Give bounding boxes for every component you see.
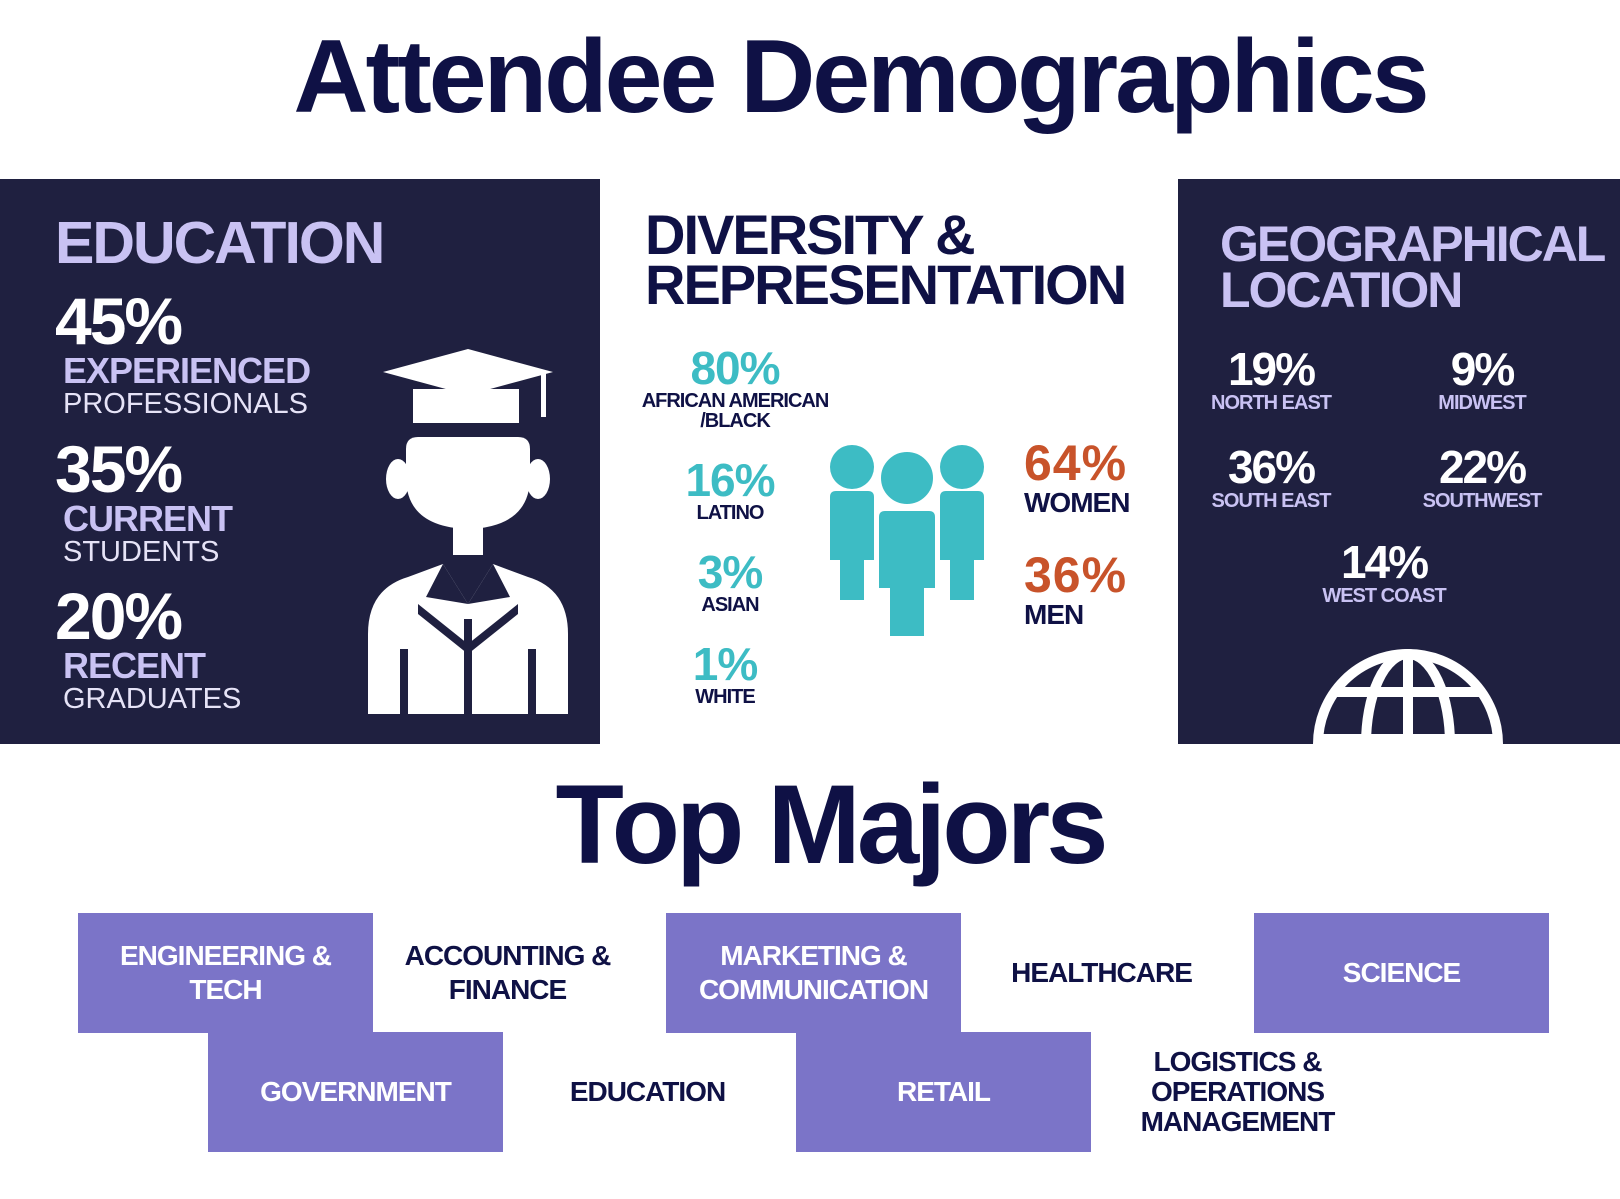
stat-label: CURRENT [63, 498, 233, 539]
page-title: Attendee Demographics [293, 19, 1429, 135]
stat-label: MIDWEST [1438, 392, 1526, 414]
education-stat-current: 35% CURRENT STUDENTS [55, 432, 233, 568]
stat-label: SOUTH EAST [1211, 490, 1332, 512]
stat-label: MEN [1024, 599, 1084, 630]
ethnicity-stat-white: 1% WHITE [660, 641, 790, 707]
globe-icon [1313, 649, 1503, 744]
geography-panel: GEOGRAPHICAL LOCATION 19% NORTH EAST 9% … [1178, 179, 1620, 744]
stat-percent: 80% [690, 342, 780, 394]
stat-label: AFRICAN AMERICAN [641, 390, 830, 412]
stat-label: WHITE [695, 686, 755, 708]
stat-percent: 19% [1227, 343, 1316, 395]
major-label-line3: MANAGEMENT [1140, 1106, 1336, 1137]
education-panel: EDUCATION 45% EXPERIENCED PROFESSIONALS … [0, 179, 600, 744]
stat-sublabel: PROFESSIONALS [63, 388, 308, 420]
people-group-icon [830, 445, 984, 640]
stat-percent: 36% [1024, 547, 1128, 603]
major-label-line2: COMMUNICATION [698, 974, 929, 1005]
stat-sublabel: GRADUATES [63, 683, 242, 715]
major-label: HEALTHCARE [1011, 957, 1193, 988]
stat-label: WEST COAST [1322, 585, 1446, 607]
majors-title: Top Majors [555, 762, 1108, 887]
region-stat-southwest: 22% SOUTHWEST [1392, 444, 1572, 512]
stat-percent: 20% [55, 579, 183, 653]
stat-percent: 35% [55, 432, 183, 506]
major-logistics-operations: LOGISTICS & OPERATIONS MANAGEMENT [1090, 1032, 1385, 1152]
stat-sublabel: STUDENTS [63, 536, 220, 568]
graduate-icon [368, 349, 568, 714]
ethnicity-stat-latino: 16% LATINO [665, 457, 795, 523]
major-label-line1: MARKETING & [720, 940, 908, 971]
major-engineering-tech: ENGINEERING & TECH [78, 913, 373, 1033]
major-label-line1: ENGINEERING & [119, 940, 332, 971]
major-label: SCIENCE [1342, 957, 1461, 988]
major-label-line1: LOGISTICS & [1153, 1046, 1323, 1077]
ethnicity-stat-asian: 3% ASIAN [665, 549, 795, 615]
stat-percent: 16% [685, 454, 775, 506]
stat-percent: 22% [1438, 441, 1527, 493]
stat-percent: 1% [692, 638, 758, 690]
stat-percent: 36% [1227, 441, 1316, 493]
stat-label: WOMEN [1024, 487, 1130, 518]
region-stat-midwest: 9% MIDWEST [1392, 346, 1572, 414]
diversity-title: DIVERSITY & REPRESENTATION [645, 203, 1127, 316]
gender-stat-women: 64% WOMEN [1024, 435, 1130, 518]
major-label: RETAIL [896, 1076, 991, 1107]
stat-label: EXPERIENCED [63, 350, 311, 391]
major-marketing-communication: MARKETING & COMMUNICATION [666, 913, 961, 1033]
diversity-title-line2: REPRESENTATION [645, 253, 1127, 316]
geography-title-line1: GEOGRAPHICAL [1220, 216, 1606, 272]
stat-percent: 45% [55, 284, 183, 358]
geography-title: GEOGRAPHICAL LOCATION [1220, 216, 1606, 318]
major-label-line2: OPERATIONS [1150, 1076, 1325, 1107]
stat-label: LATINO [696, 502, 765, 524]
major-label: EDUCATION [569, 1076, 726, 1107]
major-label-line2: TECH [189, 974, 262, 1005]
region-stat-west-coast: 14% WEST COAST [1294, 539, 1474, 607]
major-label-line1: ACCOUNTING & [404, 940, 612, 971]
major-healthcare: HEALTHCARE [954, 913, 1249, 1033]
geography-title-line2: LOCATION [1220, 262, 1463, 318]
region-stat-north-east: 19% NORTH EAST [1181, 346, 1361, 414]
stat-percent: 9% [1450, 343, 1515, 395]
stat-label: NORTH EAST [1211, 392, 1332, 414]
stat-label: RECENT [63, 645, 206, 686]
major-retail: RETAIL [796, 1032, 1091, 1152]
major-label: GOVERNMENT [260, 1076, 452, 1107]
education-title: EDUCATION [55, 210, 385, 276]
stat-percent: 64% [1024, 435, 1128, 491]
major-education: EDUCATION [500, 1032, 795, 1152]
major-science: SCIENCE [1254, 913, 1549, 1033]
stat-label: ASIAN [701, 594, 759, 616]
stat-label-line2: /BLACK [700, 410, 771, 432]
stat-label: SOUTHWEST [1422, 490, 1543, 512]
major-label-line2: FINANCE [448, 974, 567, 1005]
major-accounting-finance: ACCOUNTING & FINANCE [360, 913, 655, 1033]
ethnicity-stat-black: 80% AFRICAN AMERICAN /BLACK [630, 345, 840, 431]
region-stat-south-east: 36% SOUTH EAST [1181, 444, 1361, 512]
diversity-title-line1: DIVERSITY & [645, 203, 976, 266]
gender-stat-men: 36% MEN [1024, 550, 1127, 630]
education-stat-recent: 20% RECENT GRADUATES [55, 579, 242, 715]
major-government: GOVERNMENT [208, 1032, 503, 1152]
stat-percent: 3% [697, 546, 763, 598]
education-stat-experienced: 45% EXPERIENCED PROFESSIONALS [55, 284, 311, 420]
stat-percent: 14% [1340, 536, 1429, 588]
